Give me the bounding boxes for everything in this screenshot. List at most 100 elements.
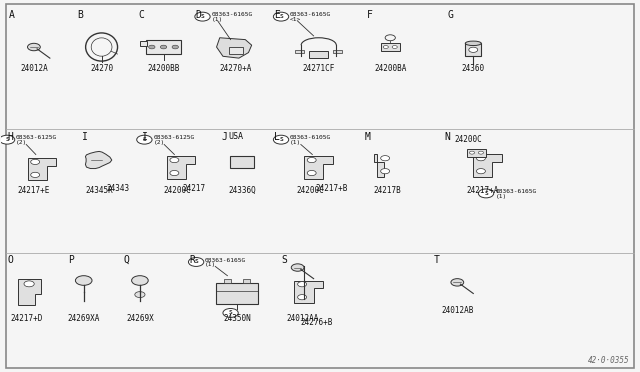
Bar <box>229 47 243 54</box>
Text: T: T <box>434 254 440 264</box>
Text: 24217+E: 24217+E <box>18 186 50 195</box>
Bar <box>140 41 147 46</box>
Circle shape <box>307 157 316 163</box>
Text: 08363-6165G: 08363-6165G <box>290 12 332 17</box>
Circle shape <box>476 155 485 161</box>
Text: (1): (1) <box>495 194 507 199</box>
Text: M: M <box>365 132 371 142</box>
Text: (2): (2) <box>16 140 28 145</box>
Text: (1): (1) <box>211 17 223 22</box>
Text: USA: USA <box>228 132 244 141</box>
Ellipse shape <box>465 41 481 45</box>
Text: 24012AB: 24012AB <box>441 307 474 315</box>
Text: 24200C: 24200C <box>454 135 482 144</box>
Text: 24269XA: 24269XA <box>68 314 100 323</box>
Text: 08363-6125G: 08363-6125G <box>16 135 57 140</box>
Text: 24217: 24217 <box>182 184 206 193</box>
Text: 24012AA: 24012AA <box>287 314 319 323</box>
Text: 24200BB: 24200BB <box>147 64 180 73</box>
Bar <box>295 49 304 52</box>
Text: A: A <box>9 10 15 20</box>
Bar <box>216 283 258 304</box>
Text: 24350N: 24350N <box>223 314 251 323</box>
Text: I: I <box>143 132 148 142</box>
Circle shape <box>235 160 240 163</box>
Circle shape <box>28 43 40 51</box>
Text: S: S <box>282 254 287 264</box>
Text: 24270: 24270 <box>90 64 113 73</box>
Text: (1): (1) <box>205 262 216 267</box>
Polygon shape <box>374 154 384 177</box>
Text: 24217+A: 24217+A <box>467 186 499 195</box>
Text: 24217+D: 24217+D <box>10 314 42 323</box>
Text: 24200BA: 24200BA <box>374 64 406 73</box>
Text: 08363-6165G: 08363-6165G <box>205 258 246 263</box>
Text: N: N <box>445 132 451 142</box>
Text: 08363-6125G: 08363-6125G <box>154 135 195 140</box>
Text: G: G <box>448 10 454 20</box>
Text: R: R <box>189 254 195 264</box>
Text: S: S <box>279 14 283 19</box>
Polygon shape <box>294 280 323 303</box>
Text: S: S <box>200 14 204 19</box>
Bar <box>333 49 342 52</box>
Text: H: H <box>7 132 13 142</box>
Text: 24217B: 24217B <box>373 186 401 195</box>
Text: 24336Q: 24336Q <box>228 186 256 195</box>
Text: 24217+B: 24217+B <box>316 184 348 193</box>
Bar <box>232 158 252 166</box>
Circle shape <box>469 151 474 154</box>
Text: 24270+A: 24270+A <box>220 64 252 73</box>
Circle shape <box>298 282 307 287</box>
Polygon shape <box>167 156 195 179</box>
Circle shape <box>392 45 397 48</box>
Text: 24276+B: 24276+B <box>301 318 333 327</box>
Text: E: E <box>274 10 280 20</box>
Polygon shape <box>304 156 333 179</box>
Text: S: S <box>484 191 488 196</box>
Text: 24269X: 24269X <box>126 314 154 323</box>
Text: S: S <box>143 137 147 142</box>
Text: O: O <box>7 254 13 264</box>
Circle shape <box>148 45 155 49</box>
Bar <box>224 279 230 283</box>
Text: Q: Q <box>124 254 130 264</box>
Circle shape <box>383 45 388 48</box>
Text: B: B <box>77 10 83 20</box>
Circle shape <box>273 135 289 144</box>
Bar <box>146 39 181 54</box>
Text: J: J <box>221 132 227 142</box>
Circle shape <box>161 45 167 49</box>
Circle shape <box>170 157 179 163</box>
Circle shape <box>298 295 307 300</box>
Text: 24343: 24343 <box>106 184 129 193</box>
Circle shape <box>476 169 485 174</box>
Text: (1): (1) <box>290 140 301 145</box>
Circle shape <box>137 135 152 144</box>
Circle shape <box>468 47 477 52</box>
Text: 24271CF: 24271CF <box>303 64 335 73</box>
Text: S: S <box>5 137 9 142</box>
Polygon shape <box>85 151 112 169</box>
Text: 24012A: 24012A <box>20 64 48 73</box>
Text: I: I <box>83 132 88 142</box>
Text: C: C <box>138 10 144 20</box>
Circle shape <box>76 276 92 285</box>
Circle shape <box>24 281 34 287</box>
Circle shape <box>132 276 148 285</box>
Polygon shape <box>473 154 502 177</box>
Text: 24360: 24360 <box>461 64 485 73</box>
Text: S: S <box>279 137 283 142</box>
Circle shape <box>273 12 289 21</box>
Text: S: S <box>228 311 232 315</box>
Text: L: L <box>274 132 280 142</box>
Circle shape <box>478 189 493 198</box>
Text: 08363-6165G: 08363-6165G <box>211 12 253 17</box>
Bar <box>465 43 481 56</box>
Text: 24345R: 24345R <box>85 186 113 195</box>
Text: P: P <box>68 254 74 264</box>
Circle shape <box>172 45 179 49</box>
Text: D: D <box>195 10 202 20</box>
Bar <box>230 156 254 168</box>
Circle shape <box>381 169 390 174</box>
